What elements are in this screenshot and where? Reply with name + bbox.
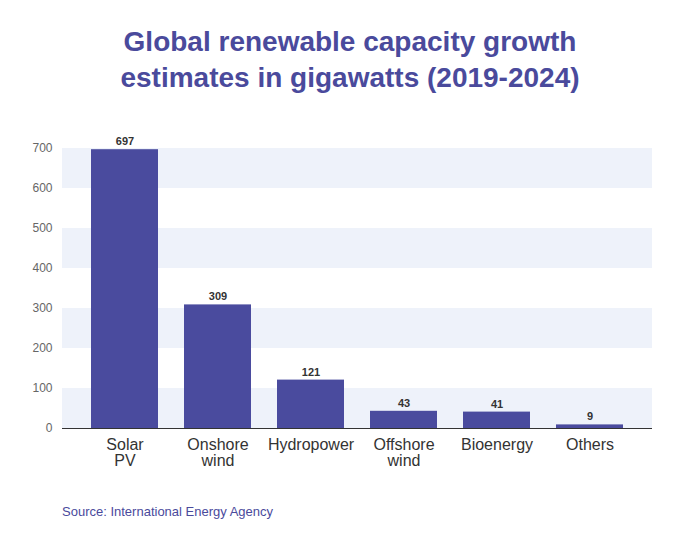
svg-text:41: 41	[491, 398, 503, 410]
svg-text:100: 100	[32, 381, 52, 395]
svg-text:0: 0	[46, 421, 53, 435]
html-text:Source: International Energy A: Source: International Energy Agency	[62, 504, 273, 519]
svg-text:300: 300	[32, 301, 52, 315]
svg-text:Offshorewind: Offshorewind	[373, 436, 434, 469]
svg-text:700: 700	[32, 141, 52, 155]
svg-text:697: 697	[116, 135, 134, 147]
svg-text:309: 309	[209, 290, 227, 302]
svg-text:Hydropower: Hydropower	[268, 436, 355, 453]
svg-text:9: 9	[587, 410, 593, 422]
html-text:Global renewable capacity grow: Global renewable capacity growth estimat…	[120, 26, 580, 93]
svg-text:SolarPV: SolarPV	[106, 436, 144, 469]
svg-text:400: 400	[32, 261, 52, 275]
svg-text:600: 600	[32, 181, 52, 195]
svg-text:500: 500	[32, 221, 52, 235]
svg-text:Bioenergy: Bioenergy	[461, 436, 533, 453]
svg-text:121: 121	[302, 366, 320, 378]
svg-text:Onshorewind: Onshorewind	[187, 436, 248, 469]
svg-text:Others: Others	[566, 436, 614, 453]
svg-text:200: 200	[32, 341, 52, 355]
svg-text:43: 43	[398, 397, 410, 409]
